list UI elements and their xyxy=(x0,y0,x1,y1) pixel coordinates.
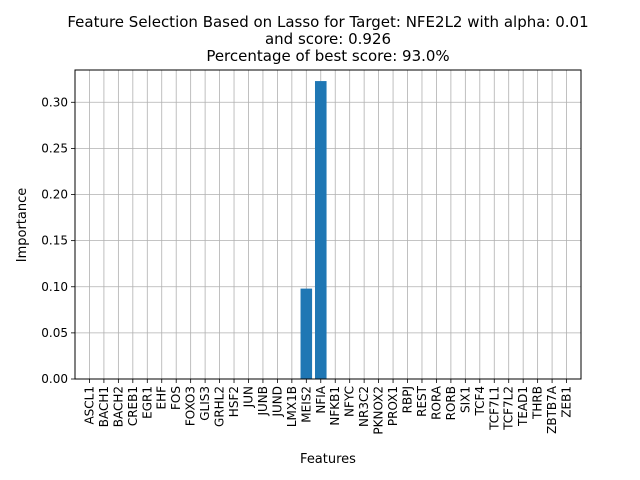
chart-title-line: and score: 0.926 xyxy=(265,30,391,48)
x-tick-label: FOXO3 xyxy=(184,386,198,426)
bar-meis2 xyxy=(300,288,313,379)
plot-frame xyxy=(74,69,582,380)
x-tick-label: TEAD1 xyxy=(516,386,530,427)
x-tick-label: TCF7L1 xyxy=(487,386,501,431)
chart-title-line: Feature Selection Based on Lasso for Tar… xyxy=(67,13,588,31)
x-tick-label: BACH2 xyxy=(111,386,125,427)
x-axis: ASCL1 BACH1 BACH2 CREB1 EGR1 EHF FOS FOXO3 GLIS3… xyxy=(82,379,574,435)
x-tick-label: NFKB1 xyxy=(328,386,342,426)
y-tick-label: 0.25 xyxy=(41,141,68,155)
y-tick-label: 0.00 xyxy=(41,372,68,386)
x-tick-label: JUND xyxy=(270,386,284,418)
x-tick-label: PKNOX2 xyxy=(372,386,386,435)
y-axis: 0.00 0.05 0.10 0.15 0.20 0.25 0.30 xyxy=(41,95,75,386)
chart-title: Feature Selection Based on Lasso for Tar… xyxy=(67,13,588,65)
x-tick-label: RBPJ xyxy=(401,386,415,413)
x-tick-label: TCF7L2 xyxy=(502,386,516,431)
x-tick-label: ZBTB7A xyxy=(545,385,559,434)
x-tick-label: GLIS3 xyxy=(198,386,212,421)
x-tick-label: NFYC xyxy=(343,386,357,417)
x-tick-label: FOS xyxy=(169,386,183,410)
y-tick-label: 0.20 xyxy=(41,188,68,202)
x-tick-label: RORB xyxy=(444,386,458,420)
x-tick-label: JUNB xyxy=(256,386,270,417)
x-tick-label: THRB xyxy=(531,386,545,420)
x-tick-label: ASCL1 xyxy=(82,386,96,425)
x-axis-label: Features xyxy=(300,452,356,467)
bar-nfia xyxy=(314,81,327,379)
y-tick-label: 0.05 xyxy=(41,326,68,340)
x-tick-label: ZEB1 xyxy=(560,386,574,418)
x-tick-label: TCF4 xyxy=(473,386,487,417)
x-tick-label: BACH1 xyxy=(97,386,111,427)
y-tick-label: 0.10 xyxy=(41,280,68,294)
x-tick-label: PROX1 xyxy=(386,386,400,426)
x-tick-label: SIX1 xyxy=(458,386,472,413)
x-tick-label: CREB1 xyxy=(126,386,140,426)
x-tick-label: GRHL2 xyxy=(213,386,227,427)
x-tick-label: NFIA xyxy=(314,385,328,413)
x-tick-label: NR3C2 xyxy=(357,386,371,427)
chart-title-line: Percentage of best score: 93.0% xyxy=(206,47,449,65)
y-tick-label: 0.30 xyxy=(41,95,68,109)
bars xyxy=(300,81,327,379)
x-tick-label: MEIS2 xyxy=(299,386,313,423)
y-tick-label: 0.15 xyxy=(41,234,68,248)
x-tick-label: JUN xyxy=(241,386,255,408)
x-tick-label: EGR1 xyxy=(140,386,154,419)
y-axis-label: Importance xyxy=(15,188,30,263)
x-tick-label: LMX1B xyxy=(285,386,299,427)
grid xyxy=(75,70,581,380)
x-tick-label: REST xyxy=(415,385,429,417)
x-tick-label: EHF xyxy=(155,386,169,410)
x-tick-label: HSF2 xyxy=(227,386,241,417)
x-tick-label: RORA xyxy=(429,385,443,420)
